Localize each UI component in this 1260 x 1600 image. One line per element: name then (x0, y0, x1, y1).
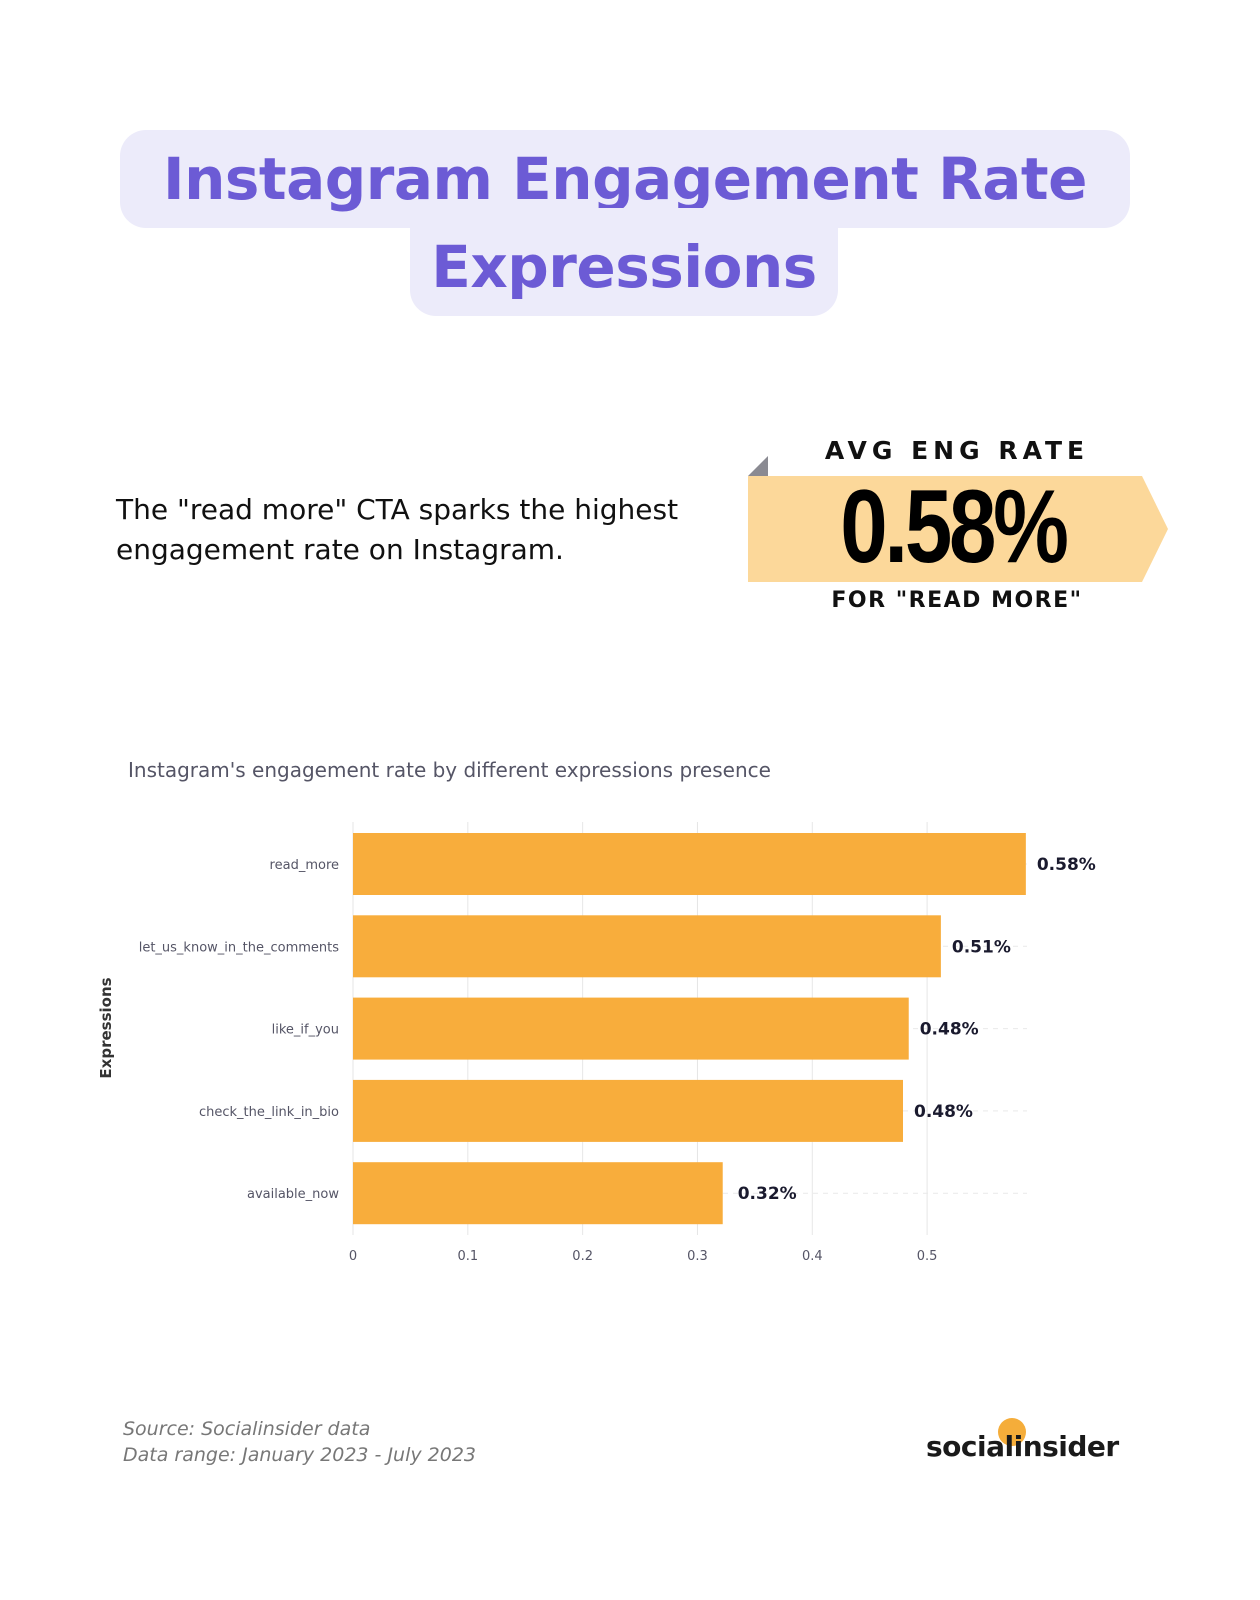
data-label: 0.32% (738, 1184, 797, 1204)
kpi-banner-ribbon (748, 476, 1168, 582)
category-label: available_now (247, 1187, 339, 1202)
source-text: Source: Socialinsider data (123, 1418, 371, 1440)
category-label: like_if_you (272, 1023, 339, 1038)
x-tick-label: 0 (349, 1249, 357, 1264)
socialinsider-logo: socialinsider (926, 1418, 1119, 1470)
x-tick-label: 0.3 (687, 1249, 708, 1264)
data-label: 0.58% (1037, 855, 1096, 875)
bar-available_now (353, 1162, 723, 1225)
data-label: 0.48% (920, 1020, 979, 1040)
x-tick-label: 0.2 (572, 1249, 593, 1264)
bar-let_us_know_in_the_comments (353, 915, 941, 978)
x-tick-label: 0.1 (457, 1249, 478, 1264)
category-label: check_the_link_in_bio (199, 1105, 339, 1120)
x-tick-label: 0.5 (917, 1249, 938, 1264)
category-label: read_more (270, 858, 339, 873)
kpi-banner (748, 476, 1168, 582)
kpi-value: 0.58% (840, 469, 1069, 585)
data-label: 0.51% (952, 937, 1011, 957)
y-axis-title: Expressions (97, 977, 115, 1078)
bar-layer (353, 833, 1026, 1225)
x-tick-label: 0.4 (802, 1249, 823, 1264)
logo-text: socialinsider (926, 1430, 1119, 1463)
kpi-banner-corner (748, 456, 768, 476)
data-range-text: Data range: January 2023 - July 2023 (123, 1444, 477, 1466)
chart-subtitle: Instagram's engagement rate by different… (128, 758, 771, 782)
logo-dot-icon (998, 1418, 1026, 1446)
page-title-line-2: Expressions (410, 208, 838, 316)
bar-chart: 0 0.1 0.2 0.3 0.4 0.5 read_more 0.58% let_us_kno… (97, 822, 1096, 1264)
page-title-line-1: Instagram Engagement Rate by (120, 130, 1130, 311)
data-label: 0.48% (914, 1102, 973, 1122)
intro-text: The "read more" CTA sparks the highest e… (116, 493, 679, 566)
bar-like_if_you (353, 997, 909, 1060)
kpi-sublabel: FOR "READ MORE" (831, 588, 1083, 613)
kpi-label: AVG ENG RATE (824, 436, 1090, 465)
category-label: let_us_know_in_the_comments (139, 940, 340, 955)
label-layer: 0 0.1 0.2 0.3 0.4 0.5 read_more 0.58% let_us_kno… (139, 855, 1096, 1264)
bar-check_the_link_in_bio (353, 1079, 903, 1142)
bar-read_more (353, 833, 1026, 895)
